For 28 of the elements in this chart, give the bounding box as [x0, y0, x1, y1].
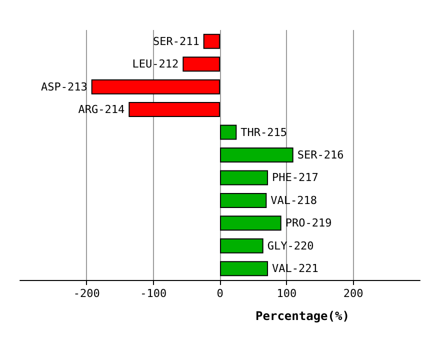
x-axis-title: Percentage(%) — [256, 309, 350, 323]
bar — [220, 170, 268, 186]
bar — [220, 261, 268, 276]
x-tick-label: -100 — [140, 287, 167, 300]
y-tick-label: PHE-217 — [272, 171, 318, 184]
bar — [220, 192, 267, 208]
y-tick-label: VAL-218 — [270, 194, 318, 207]
y-tick-label: VAL-221 — [272, 262, 318, 276]
x-tick-label: -200 — [73, 287, 100, 300]
y-tick-label: ASP-213 — [40, 80, 88, 94]
y-tick-label: PRO-219 — [285, 216, 332, 230]
x-tick-label: 100 — [276, 287, 297, 300]
bar — [220, 238, 264, 254]
y-tick-label: GLY-220 — [267, 239, 314, 252]
y-tick-label: ARG-214 — [78, 103, 126, 116]
bar — [220, 124, 237, 140]
bar — [220, 216, 282, 231]
x-tick-label: 0 — [216, 287, 224, 300]
y-tick-label: LEU-212 — [132, 58, 179, 71]
bar — [203, 34, 220, 49]
bar — [91, 79, 220, 94]
x-tick-label: 200 — [343, 287, 364, 300]
y-tick-label: THR-215 — [240, 126, 288, 139]
y-tick-label: SER-216 — [297, 148, 344, 162]
bar — [128, 102, 220, 118]
bar — [182, 56, 220, 72]
y-tick-label: SER-211 — [152, 34, 200, 48]
bar — [220, 148, 294, 162]
